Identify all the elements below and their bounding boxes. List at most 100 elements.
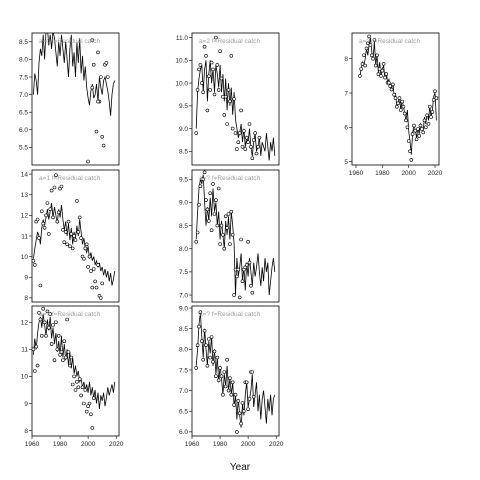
data-point <box>232 97 236 101</box>
data-point <box>212 349 217 354</box>
data-point <box>251 394 256 399</box>
data-point <box>239 421 243 426</box>
data-point <box>401 104 406 109</box>
data-point <box>48 207 53 211</box>
data-point <box>365 41 370 46</box>
y-tick-label: 10.5 <box>175 58 188 65</box>
series-line <box>195 312 276 428</box>
data-point <box>66 219 71 224</box>
x-tick-label: 2020 <box>269 441 284 448</box>
data-point <box>211 182 215 186</box>
data-point <box>236 140 241 144</box>
data-point <box>240 279 245 284</box>
y-tick-label: 7.0 <box>19 92 28 99</box>
data-point <box>37 310 41 315</box>
data-point <box>216 186 221 191</box>
data-point <box>222 246 227 251</box>
data-point <box>246 407 250 412</box>
y-tick-label: 5.5 <box>19 145 28 152</box>
data-point <box>243 147 248 151</box>
data-point <box>201 177 205 182</box>
y-tick-label: 9.5 <box>179 103 188 110</box>
series-line <box>33 202 116 286</box>
data-point <box>405 125 410 130</box>
data-point <box>218 242 222 246</box>
data-point <box>207 74 211 78</box>
data-point <box>41 306 46 311</box>
data-point <box>425 113 429 118</box>
data-point <box>246 140 250 144</box>
data-point <box>209 60 214 65</box>
y-tick-label: 5 <box>344 159 348 166</box>
data-point <box>83 246 88 251</box>
data-point <box>360 62 365 66</box>
data-point <box>69 355 74 360</box>
data-point <box>90 426 95 430</box>
data-point <box>429 115 433 119</box>
data-point <box>200 339 204 343</box>
y-tick-label: 10.0 <box>175 80 188 87</box>
data-point <box>39 333 44 338</box>
y-tick-label: 7.5 <box>179 367 188 374</box>
data-point <box>228 99 232 104</box>
data-point <box>221 233 225 237</box>
data-point <box>420 127 424 131</box>
data-point <box>421 130 426 135</box>
data-point <box>62 339 67 344</box>
data-point <box>76 385 81 390</box>
data-point <box>377 67 382 71</box>
data-point <box>94 129 99 134</box>
data-point <box>45 309 50 314</box>
data-point <box>68 244 72 249</box>
data-point <box>91 396 96 400</box>
data-point <box>250 156 255 160</box>
x-tick-label: 2020 <box>428 170 443 177</box>
data-point <box>58 352 62 357</box>
x-tick-label: 2000 <box>241 441 256 448</box>
y-tick-label: 7 <box>344 90 348 97</box>
data-point <box>90 38 95 42</box>
data-point <box>76 230 81 234</box>
series-line <box>33 314 116 409</box>
data-point <box>65 242 69 247</box>
data-point <box>54 173 58 177</box>
data-point <box>391 82 395 87</box>
data-point <box>32 259 36 263</box>
data-point <box>230 233 235 237</box>
series-line <box>33 33 116 116</box>
data-point <box>398 108 403 112</box>
data-point <box>369 53 374 58</box>
data-point <box>62 240 67 244</box>
data-point <box>379 74 383 78</box>
data-point <box>82 401 86 406</box>
x-axis-label: Year <box>230 462 251 473</box>
data-point <box>96 50 100 55</box>
data-point <box>230 380 235 385</box>
y-tick-label: 9.0 <box>179 126 188 133</box>
data-point <box>48 312 53 316</box>
data-point <box>211 359 215 364</box>
data-point <box>247 397 252 401</box>
data-point <box>218 49 222 54</box>
data-point <box>45 201 50 205</box>
data-point <box>209 335 214 339</box>
series-line <box>195 60 276 161</box>
y-tick-label: 9 <box>24 401 28 408</box>
data-point <box>222 113 227 117</box>
data-point <box>54 320 58 325</box>
data-point <box>207 337 211 341</box>
x-tick-label: 2000 <box>81 441 96 448</box>
data-point <box>73 388 78 392</box>
panel-frame <box>31 32 120 166</box>
data-point <box>208 191 212 195</box>
panel-4: 7.0 7.5 8.0 8.5 9.0 9.5 a=? f=Residual catch <box>179 169 280 303</box>
panels-group: 5.5 6.0 6.5 7.0 7.5 8.0 8.5 a=0 f=Residual catc… <box>19 32 443 448</box>
data-point <box>359 67 364 71</box>
panel-3: 8 9 10 11 12 13 14 a=1 f=Residual catch <box>21 169 120 303</box>
data-point <box>251 138 256 142</box>
data-point <box>59 184 64 189</box>
data-point <box>226 88 231 92</box>
data-point <box>246 240 250 244</box>
data-point <box>214 198 218 202</box>
